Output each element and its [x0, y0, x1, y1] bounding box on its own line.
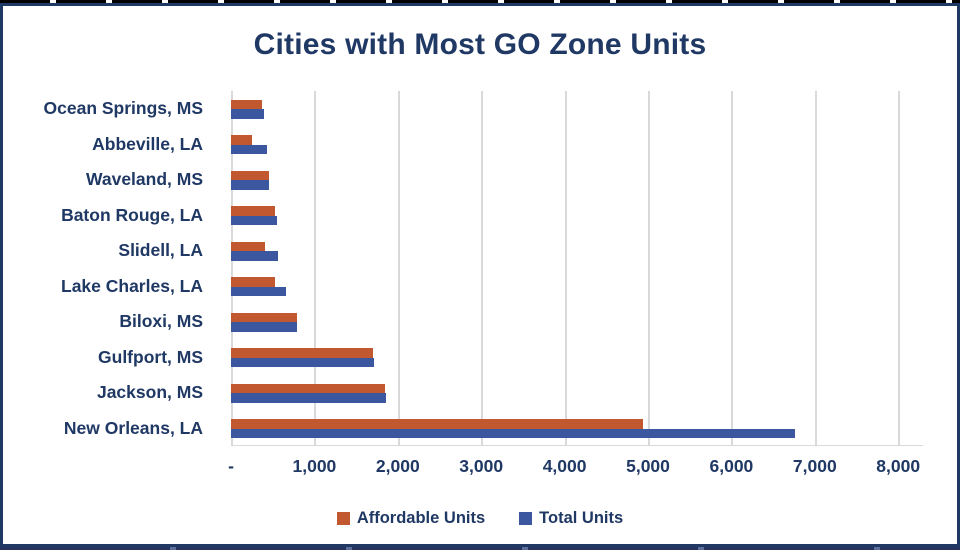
- x-tick-label: 1,000: [292, 456, 337, 476]
- affordable-units-bar: [231, 419, 643, 429]
- total-units-bar: [231, 428, 795, 438]
- total-units-bar: [231, 357, 375, 367]
- x-axis-baseline: [231, 445, 923, 446]
- total-units-bar: [231, 286, 287, 296]
- category-label: Biloxi, MS: [119, 311, 203, 331]
- category-label: New Orleans, LA: [63, 417, 203, 438]
- gridline: [731, 91, 734, 446]
- gridline: [898, 91, 901, 446]
- legend: Affordable Units Total Units: [3, 509, 957, 528]
- affordable-units-bar: [231, 277, 275, 287]
- affordable-units-bar: [231, 170, 269, 180]
- category-label: Gulfport, MS: [98, 346, 203, 367]
- affordable-units-bar: [231, 348, 373, 358]
- x-tick-label: -: [228, 456, 234, 476]
- bar-row: [231, 233, 947, 269]
- category-label: Slidell, LA: [118, 240, 203, 260]
- gridline: [397, 91, 400, 446]
- gridline: [648, 91, 650, 446]
- total-units-bar: [231, 322, 297, 332]
- total-units-bar: [231, 109, 264, 119]
- category-label: Jackson, MS: [96, 382, 203, 402]
- plot-area: [231, 91, 947, 446]
- category-label: Abbeville, LA: [92, 133, 203, 154]
- y-axis-line: [231, 91, 233, 446]
- bar-row: [231, 269, 947, 305]
- screen-edge-top-marks: [0, 0, 960, 3]
- legend-item-total: Total Units: [519, 509, 623, 528]
- category-label: Lake Charles, LA: [61, 275, 203, 296]
- x-tick-label: 5,000: [626, 456, 670, 476]
- bar-row: [231, 375, 947, 411]
- bar-row: [231, 198, 947, 234]
- affordable-units-bar: [231, 312, 297, 322]
- affordable-units-swatch: [336, 512, 350, 525]
- bar-row: [231, 340, 947, 376]
- gridline: [814, 91, 817, 446]
- x-axis-labels: - 1,000 2,000 3,000 4,000 5,000 6,000 7,000 8,00…: [228, 456, 947, 482]
- total-units-label: Total Units: [539, 509, 624, 527]
- affordable-units-bar: [231, 206, 275, 216]
- category-label: Baton Rouge, LA: [61, 204, 203, 225]
- total-units-swatch: [519, 512, 533, 525]
- affordable-units-bar: [231, 99, 263, 109]
- total-units-bar: [231, 144, 267, 154]
- bar-row: [231, 304, 947, 340]
- affordable-units-label: Affordable Units: [356, 509, 486, 527]
- gridline: [314, 91, 317, 446]
- total-units-bar: [231, 180, 269, 190]
- bar-row: [231, 411, 947, 447]
- x-tick-label: 4,000: [542, 456, 587, 476]
- gridline: [564, 91, 567, 446]
- legend-item-affordable: Affordable Units: [336, 509, 486, 528]
- affordable-units-bar: [231, 241, 265, 251]
- x-tick-label: 6,000: [709, 456, 754, 476]
- total-units-bar: [231, 393, 387, 403]
- category-label: Ocean Springs, MS: [43, 98, 203, 118]
- total-units-bar: [231, 251, 278, 261]
- chart-title: Cities with Most GO Zone Units: [253, 28, 707, 61]
- total-units-bar: [231, 215, 278, 225]
- affordable-units-bar: [231, 383, 386, 393]
- category-label: Waveland, MS: [85, 169, 203, 189]
- x-tick-label: 8,000: [876, 456, 921, 476]
- affordable-units-bar: [231, 135, 253, 145]
- chart-frame: Cities with Most GO Zone Units Ocean Spr…: [0, 3, 960, 547]
- x-tick-label: 7,000: [792, 456, 837, 476]
- bar-row: [231, 91, 947, 127]
- bar-row: [231, 162, 947, 198]
- category-axis: Ocean Springs, MS Abbeville, LA Waveland, …: [9, 91, 217, 446]
- gridline: [481, 91, 484, 446]
- x-tick-label: 3,000: [459, 456, 504, 476]
- bar-row: [231, 127, 947, 163]
- x-tick-label: 2,000: [375, 456, 420, 476]
- screen-edge-bottom-marks: [0, 547, 960, 550]
